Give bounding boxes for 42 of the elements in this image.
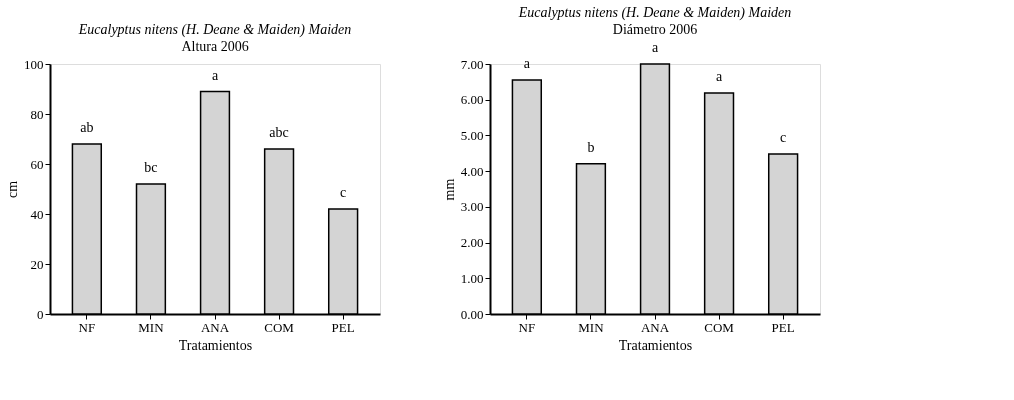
- y-tick-label: 3.00: [460, 199, 484, 215]
- x-tick-label: MIN: [138, 319, 165, 335]
- x-axis-title: Tratamientos: [618, 337, 693, 353]
- chart-subtitle: Altura 2006: [181, 39, 249, 54]
- annotation: c: [340, 185, 347, 200]
- x-tick-label: COM: [264, 319, 295, 335]
- chart-title: Eucalyptus nitens (H. Deane & Maiden) Maiden: [517, 5, 792, 21]
- y-tick-label: 4.00: [460, 163, 484, 179]
- annotation: a: [523, 56, 531, 72]
- annotation: abc: [269, 125, 289, 140]
- annotation: a: [715, 68, 723, 84]
- x-tick-label: COM: [704, 319, 735, 335]
- y-tick-label: 7.00: [460, 56, 484, 72]
- y-tick-label: 40: [30, 206, 44, 222]
- chart-subtitle: Diámetro 2006: [612, 22, 698, 37]
- y-tick-label: 60: [30, 156, 44, 172]
- annotation: bc: [144, 160, 158, 175]
- y-tick-label: 0.00: [460, 306, 484, 322]
- y-axis-title: cm: [5, 180, 20, 199]
- x-tick-label: NF: [78, 319, 96, 335]
- x-axis-title: Tratamientos: [178, 337, 253, 353]
- y-tick-label: 5.00: [460, 127, 484, 143]
- annotation: b: [587, 139, 595, 155]
- y-tick-label: 100: [24, 56, 44, 72]
- y-axis-title: mm: [441, 178, 457, 201]
- annotation: a: [651, 40, 659, 55]
- y-tick-label: 1.00: [460, 270, 484, 286]
- x-tick-label: ANA: [640, 319, 670, 335]
- chart-title: Eucalyptus nitens (H. Deane & Maiden) Maiden: [77, 22, 352, 38]
- x-tick-label: MIN: [578, 319, 605, 335]
- y-tick-label: 80: [30, 106, 44, 122]
- annotation: c: [780, 130, 787, 145]
- y-tick-label: 6.00: [460, 92, 484, 108]
- annotation: a: [211, 67, 219, 83]
- y-tick-label: 20: [30, 256, 44, 272]
- annotation: ab: [80, 120, 94, 135]
- y-tick-label: 0: [37, 306, 44, 322]
- x-tick-label: PEL: [331, 319, 355, 335]
- y-tick-label: 2.00: [460, 235, 484, 251]
- x-tick-label: NF: [518, 319, 536, 335]
- x-tick-label: ANA: [200, 319, 230, 335]
- x-tick-label: PEL: [771, 319, 795, 335]
